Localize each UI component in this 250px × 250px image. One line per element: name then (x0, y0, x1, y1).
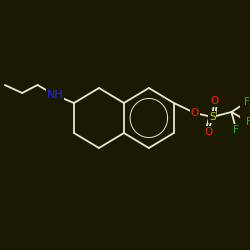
Text: O: O (210, 96, 218, 106)
Text: NH: NH (46, 90, 63, 100)
Text: S: S (209, 112, 216, 122)
Text: F: F (244, 97, 250, 107)
Text: O: O (191, 108, 199, 118)
Text: F: F (233, 125, 239, 135)
Text: F: F (246, 117, 250, 127)
Text: O: O (204, 127, 212, 137)
